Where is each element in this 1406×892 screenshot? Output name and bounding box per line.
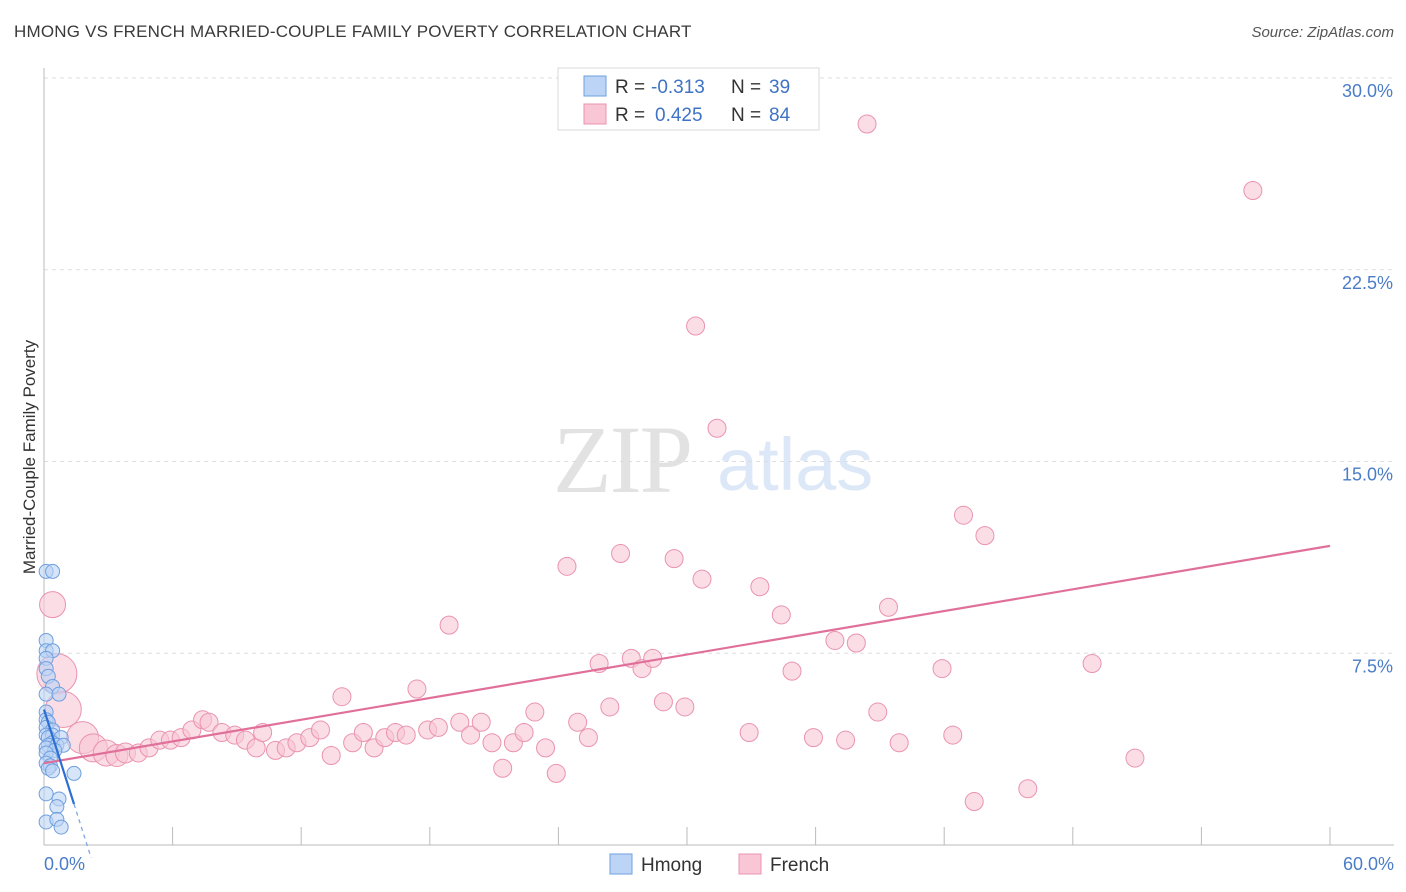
gridlines bbox=[44, 77, 1394, 654]
y-tick-label: 22.5% bbox=[1342, 273, 1393, 293]
legend: R = -0.313 N = 39 R = 0.425 N = 84 bbox=[557, 67, 820, 131]
french-point bbox=[471, 712, 491, 732]
hmong-trend-line bbox=[42, 709, 76, 805]
bottom-legend-hmong-swatch bbox=[609, 853, 633, 875]
x-tick-label-max: 60.0% bbox=[1343, 854, 1394, 874]
french-point bbox=[1243, 180, 1263, 200]
french-point bbox=[525, 702, 545, 722]
french-point bbox=[461, 725, 481, 745]
french-point bbox=[321, 746, 341, 766]
y-tick-label: 30.0% bbox=[1342, 81, 1393, 101]
legend-hmong-r-label: R = bbox=[615, 77, 645, 98]
french-point bbox=[782, 661, 802, 681]
french-point bbox=[600, 697, 620, 717]
legend-hmong-n-value: 39 bbox=[769, 77, 790, 98]
legend-hmong-swatch bbox=[583, 75, 607, 97]
french-point bbox=[1125, 748, 1145, 768]
french-point bbox=[450, 712, 470, 732]
bottom-legend-hmong-label: Hmong bbox=[641, 855, 702, 876]
french-point bbox=[889, 733, 909, 753]
french-point bbox=[868, 702, 888, 722]
french-point bbox=[493, 758, 513, 778]
french-point bbox=[943, 725, 963, 745]
hmong-point bbox=[45, 563, 61, 579]
y-axis-label: Married-Couple Family Poverty bbox=[20, 339, 39, 574]
chart-title: HMONG VS FRENCH MARRIED-COUPLE FAMILY PO… bbox=[14, 22, 692, 41]
french-point bbox=[675, 697, 695, 717]
french-point bbox=[857, 114, 877, 134]
hmong-point bbox=[53, 819, 69, 835]
legend-french-r-value: 0.425 bbox=[655, 105, 703, 126]
y-tick-label: 15.0% bbox=[1342, 465, 1393, 485]
french-point bbox=[1082, 653, 1102, 673]
bottom-legend-french-swatch bbox=[738, 853, 762, 875]
french-point bbox=[439, 615, 459, 635]
french-point bbox=[739, 723, 759, 743]
legend-hmong-r-value: -0.313 bbox=[651, 77, 705, 98]
french-point bbox=[407, 679, 427, 699]
french-point bbox=[353, 723, 373, 743]
legend-french-n-value: 84 bbox=[769, 105, 791, 126]
french-point bbox=[332, 687, 352, 707]
hmong-trend-extension bbox=[73, 803, 92, 858]
french-point bbox=[692, 569, 712, 589]
french-point bbox=[578, 728, 598, 748]
y-tick-labels: 7.5% 15.0% 22.5% 30.0% bbox=[1342, 81, 1393, 676]
french-series bbox=[36, 114, 1263, 812]
french-point bbox=[707, 418, 727, 438]
french-point bbox=[964, 792, 984, 812]
french-point bbox=[1018, 779, 1038, 799]
legend-french-r-label: R = bbox=[615, 105, 645, 126]
french-point bbox=[546, 763, 566, 783]
french-point bbox=[199, 712, 219, 732]
french-point bbox=[686, 316, 706, 336]
hmong-point bbox=[38, 786, 54, 802]
french-point bbox=[568, 712, 588, 732]
hmong-point bbox=[51, 686, 67, 702]
bottom-legend: Hmong French bbox=[609, 853, 829, 876]
chart-source: Source: ZipAtlas.com bbox=[1251, 24, 1394, 41]
french-point bbox=[557, 556, 577, 576]
french-point bbox=[803, 728, 823, 748]
french-point bbox=[750, 577, 770, 597]
french-point bbox=[825, 630, 845, 650]
french-point bbox=[428, 717, 448, 737]
french-point bbox=[771, 605, 791, 625]
legend-french-swatch bbox=[583, 103, 607, 125]
watermark-atlas: atlas bbox=[717, 423, 873, 506]
french-point bbox=[878, 597, 898, 617]
hmong-point bbox=[66, 765, 82, 781]
french-point bbox=[836, 730, 856, 750]
french-point bbox=[514, 723, 534, 743]
french-point bbox=[310, 720, 330, 740]
y-tick-label: 7.5% bbox=[1352, 656, 1393, 676]
french-point bbox=[975, 526, 995, 546]
french-trend-line bbox=[43, 544, 1331, 765]
hmong-point bbox=[38, 686, 54, 702]
x-tick-label-min: 0.0% bbox=[44, 854, 85, 874]
french-point bbox=[611, 544, 631, 564]
x-tick-marks bbox=[172, 827, 1331, 845]
french-point bbox=[846, 633, 866, 653]
bottom-legend-french-label: French bbox=[770, 855, 829, 876]
legend-hmong-n-label: N = bbox=[731, 77, 761, 98]
french-point bbox=[653, 692, 673, 712]
french-point bbox=[482, 733, 502, 753]
french-point bbox=[536, 738, 556, 758]
french-point bbox=[39, 591, 67, 619]
watermark-zip: ZIP bbox=[553, 406, 691, 513]
french-point bbox=[932, 659, 952, 679]
hmong-point bbox=[49, 799, 65, 815]
french-point bbox=[953, 505, 973, 525]
french-point bbox=[396, 725, 416, 745]
legend-french-n-label: N = bbox=[731, 105, 761, 126]
french-point bbox=[664, 549, 684, 569]
hmong-point bbox=[45, 763, 61, 779]
